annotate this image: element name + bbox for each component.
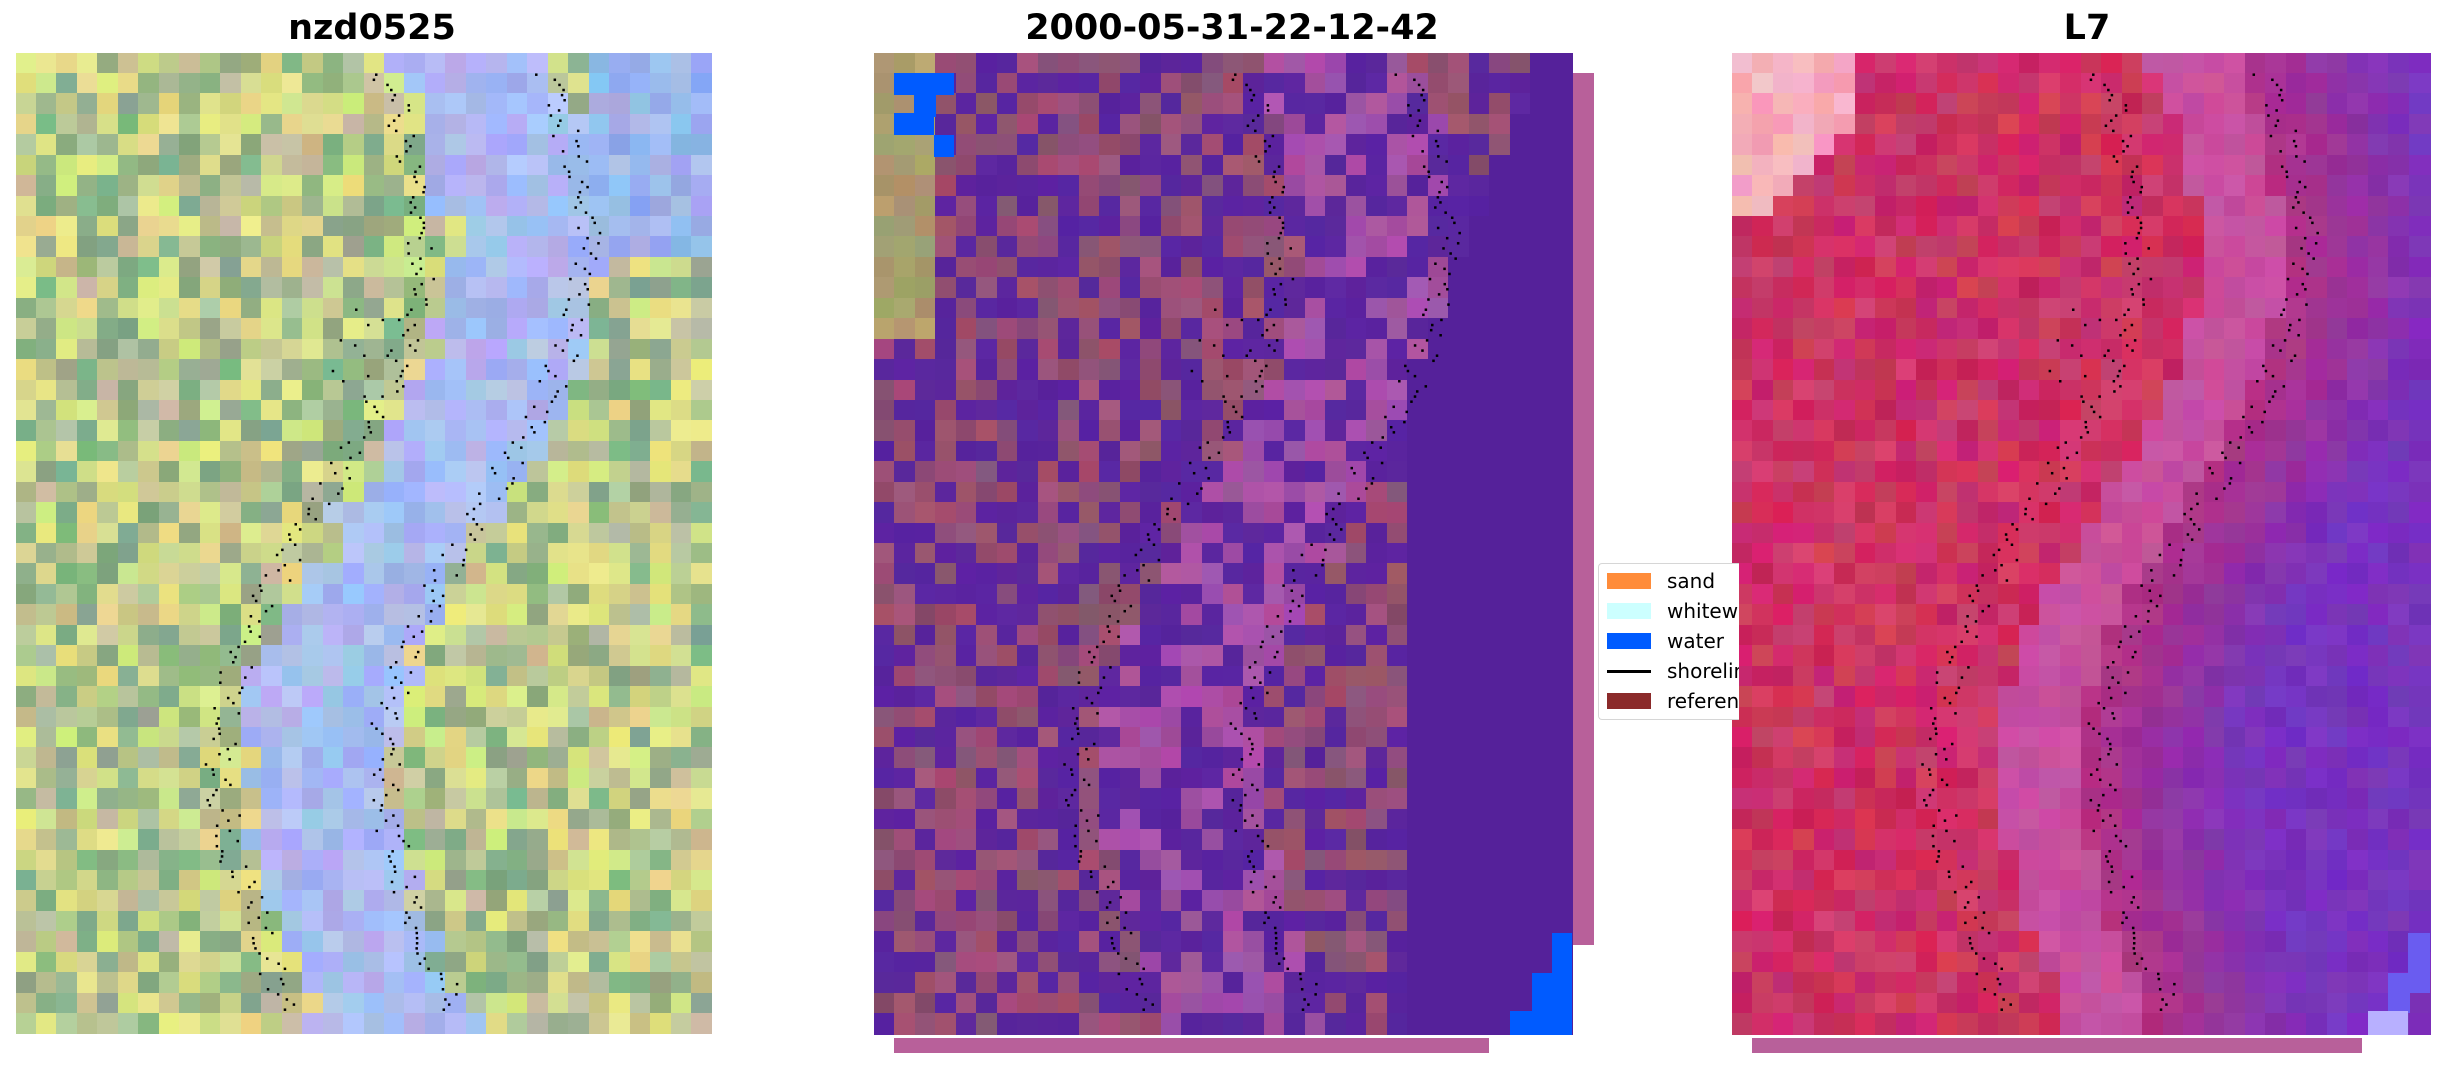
panel-title-2: 2000-05-31-22-12-42: [1025, 8, 1439, 48]
legend-label: reference: [1667, 689, 1739, 713]
legend-label: sand: [1667, 569, 1716, 593]
legend-label: shoreline: [1667, 659, 1739, 683]
shoreline-line-swatch: [1607, 669, 1651, 673]
water-swatch: [1607, 633, 1651, 649]
mndwi-image: [1732, 53, 2432, 1053]
legend-label: whitewater: [1667, 599, 1739, 623]
legend-item-whitewater: whitewater: [1607, 598, 1739, 624]
classified-image-panel: [874, 53, 1594, 1053]
reference-swatch: [1607, 693, 1651, 709]
legend-item-shoreline: shoreline: [1607, 658, 1739, 684]
mndwi-image-panel: [1732, 53, 2432, 1053]
panel-title-3: L7: [2063, 8, 2111, 48]
classified-image: [874, 53, 1594, 1053]
rgb-image: [16, 53, 712, 1034]
rgb-image-panel: [16, 53, 712, 1034]
sand-swatch: [1607, 573, 1651, 589]
legend-item-sand: sand: [1607, 568, 1715, 594]
legend-item-reference: reference: [1607, 688, 1739, 714]
legend-item-water: water: [1607, 628, 1724, 654]
panel-title-1: nzd0525: [288, 8, 456, 48]
whitewater-swatch: [1607, 603, 1651, 619]
legend-label: water: [1667, 629, 1724, 653]
legend: sand whitewater water shoreline referenc…: [1598, 563, 1739, 720]
